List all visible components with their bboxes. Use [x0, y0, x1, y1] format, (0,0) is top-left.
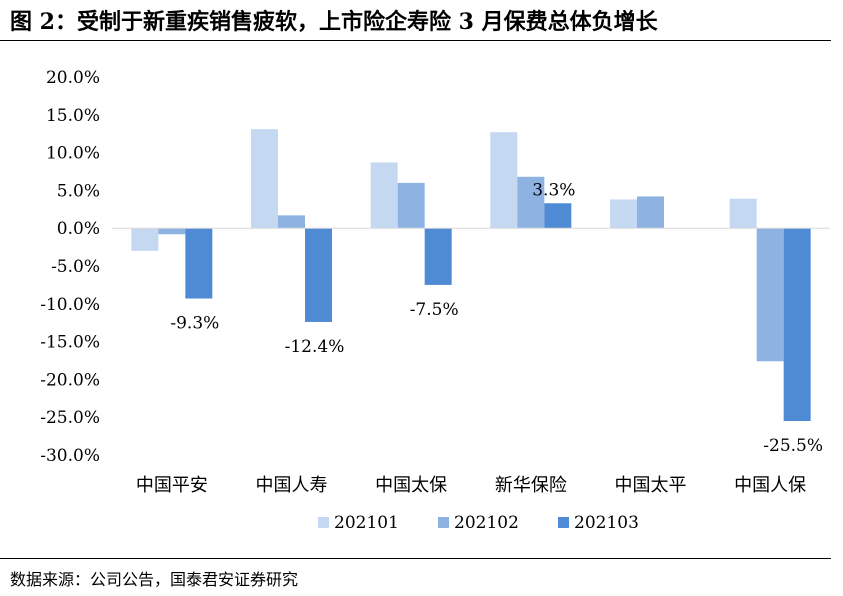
y-tick-label: -30.0%	[40, 446, 100, 466]
source-divider	[0, 558, 831, 559]
bar-202103-3	[544, 203, 572, 229]
bar-202103-0	[185, 228, 213, 299]
bar-202101-2	[370, 162, 398, 229]
chart-title: 图 2：受制于新重疾销售疲软，上市险企寿险 3 月保费总体负增长	[10, 9, 658, 35]
bar-202102-3	[517, 176, 545, 229]
legend-swatch-202102	[438, 517, 449, 528]
legend-label-202103: 202103	[574, 513, 639, 533]
bar-202102-0	[158, 228, 186, 235]
y-tick-label: 0.0%	[57, 219, 100, 239]
bar-chart: 20.0% 15.0% 10.0% 5.0% 0.0% -5.0% -10.0% -15.0%…	[40, 68, 830, 533]
x-axis-categories: 中国平安 中国人寿 中国太保 新华保险 中国太平 中国人保	[136, 475, 806, 496]
data-label: -9.3%	[170, 314, 219, 334]
y-tick-label: -20.0%	[40, 370, 100, 390]
legend-swatch-202103	[558, 517, 569, 528]
bar-202103-5	[783, 228, 811, 421]
data-label: -12.4%	[285, 337, 345, 357]
x-category-label: 中国平安	[136, 475, 208, 496]
y-axis-ticks: 20.0% 15.0% 10.0% 5.0% 0.0% -5.0% -10.0% -15.0%…	[40, 68, 100, 466]
bar-202101-4	[610, 199, 637, 229]
data-label: 3.3%	[532, 180, 575, 200]
legend-label-202101: 202101	[334, 513, 399, 533]
y-tick-label: -10.0%	[40, 295, 100, 315]
bar-202101-3	[490, 132, 518, 229]
legend-swatch-202101	[318, 517, 329, 528]
bar-202102-5	[756, 228, 784, 362]
bar-202102-1	[278, 215, 305, 229]
y-tick-label: -15.0%	[40, 333, 100, 353]
y-tick-label: 15.0%	[46, 106, 100, 126]
y-tick-label: -5.0%	[51, 257, 100, 277]
legend-label-202102: 202102	[454, 513, 519, 533]
data-label: -25.5%	[763, 436, 823, 456]
bar-202102-2	[397, 182, 425, 229]
source-note: 数据来源：公司公告，国泰君安证券研究	[10, 570, 299, 589]
legend: 202101 202102 202103	[318, 513, 639, 533]
bar-202101-5	[729, 198, 757, 229]
x-category-label: 中国人寿	[256, 475, 328, 496]
y-tick-label: 5.0%	[57, 181, 100, 201]
bar-202103-2	[424, 228, 452, 285]
bars	[131, 129, 811, 421]
bar-202103-1	[305, 228, 332, 322]
bar-202101-1	[251, 129, 278, 229]
x-category-label: 新华保险	[495, 475, 567, 496]
title-divider	[0, 40, 831, 41]
x-category-label: 中国太保	[375, 475, 447, 496]
bar-202101-0	[131, 228, 159, 251]
y-tick-label: 10.0%	[46, 144, 100, 164]
y-tick-label: -25.0%	[40, 408, 100, 428]
x-category-label: 中国太平	[615, 475, 687, 496]
data-labels: -9.3% -12.4% -7.5% 3.3% -25.5%	[170, 180, 823, 456]
x-category-label: 中国人保	[734, 475, 806, 496]
data-label: -7.5%	[410, 300, 459, 320]
y-tick-label: 20.0%	[46, 68, 100, 88]
bar-202102-4	[637, 196, 664, 229]
